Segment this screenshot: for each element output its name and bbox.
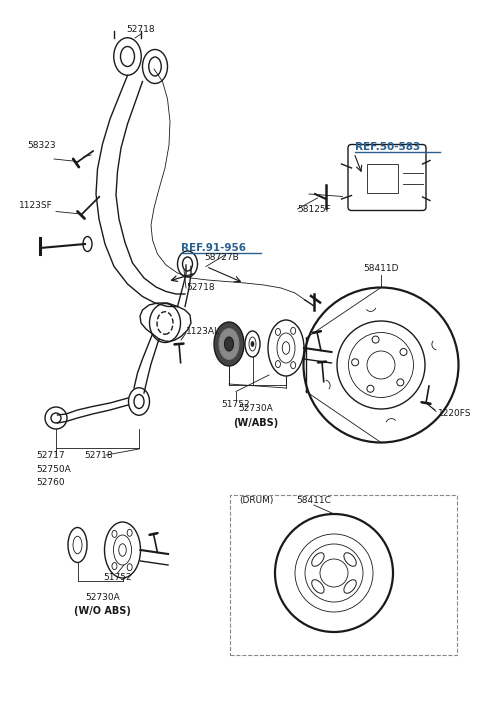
Bar	[230, 495, 457, 655]
Ellipse shape	[214, 322, 244, 366]
Ellipse shape	[219, 328, 239, 359]
Text: 51752: 51752	[103, 573, 132, 582]
Text: 58323: 58323	[27, 140, 56, 150]
Text: 52730A: 52730A	[85, 593, 120, 602]
Text: 58727B: 58727B	[204, 254, 239, 262]
Text: 52717: 52717	[36, 450, 65, 459]
Text: (DRUM): (DRUM)	[239, 496, 274, 505]
Text: (W/O ABS): (W/O ABS)	[74, 606, 131, 617]
Text: 52718: 52718	[127, 25, 156, 34]
Text: REF.91-956: REF.91-956	[181, 243, 246, 253]
Text: REF.50-583: REF.50-583	[355, 142, 420, 152]
Text: 1123SF: 1123SF	[19, 201, 53, 209]
Text: 51752: 51752	[222, 400, 250, 409]
Text: (W/ABS): (W/ABS)	[233, 418, 278, 428]
Text: 52750A: 52750A	[36, 465, 71, 474]
Bar	[367, 164, 397, 193]
Text: 52718: 52718	[84, 450, 113, 459]
Text: 52730A: 52730A	[239, 404, 274, 413]
Text: 52718: 52718	[186, 284, 215, 293]
Ellipse shape	[251, 342, 254, 347]
Ellipse shape	[225, 337, 233, 351]
Text: 58411D: 58411D	[363, 264, 399, 273]
Text: 58411C: 58411C	[296, 496, 331, 505]
Text: 52760: 52760	[36, 478, 65, 487]
Text: 1220FS: 1220FS	[437, 408, 471, 418]
Text: 58125F: 58125F	[298, 206, 331, 215]
Text: 1123AL: 1123AL	[186, 327, 220, 336]
